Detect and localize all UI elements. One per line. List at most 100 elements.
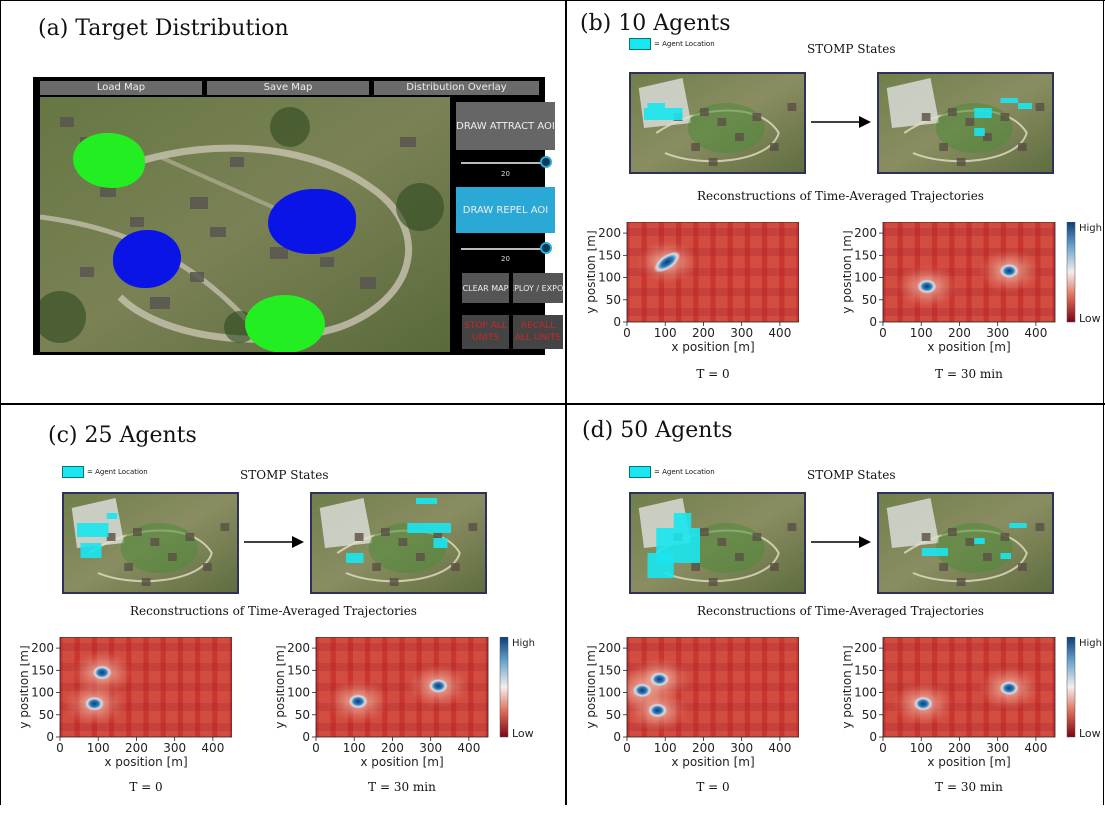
x-tick-label: 400 bbox=[768, 741, 791, 755]
x-tick-label: 300 bbox=[986, 741, 1009, 755]
x-tick-label: 400 bbox=[201, 741, 224, 755]
attract-aoi-region bbox=[245, 295, 325, 352]
stomp-states-title: STOMP States bbox=[807, 42, 896, 56]
x-axis-label: x position [m] bbox=[927, 755, 1010, 769]
x-tick-label: 300 bbox=[419, 741, 442, 755]
y-axis-label: y position [m] bbox=[276, 645, 287, 728]
x-tick-label: 300 bbox=[986, 326, 1009, 340]
time-label-t0: T = 0 bbox=[696, 367, 730, 381]
attract-slider-value: 20 bbox=[501, 170, 510, 178]
stomp-state-t0-image bbox=[629, 492, 806, 594]
colorbar bbox=[1066, 221, 1076, 323]
y-tick-label: 150 bbox=[31, 663, 54, 677]
frame-left bbox=[0, 0, 1, 805]
x-tick-label: 100 bbox=[654, 741, 677, 755]
colorbar-low-label: Low bbox=[1079, 727, 1101, 740]
hotspot-0 bbox=[632, 683, 652, 698]
y-axis-label: y position [m] bbox=[587, 230, 598, 313]
hotspot-0 bbox=[653, 251, 681, 273]
x-tick-label: 100 bbox=[654, 326, 677, 340]
y-axis-label: y position [m] bbox=[20, 645, 31, 728]
y-tick-label: 100 bbox=[598, 686, 621, 700]
reconstruction-title: Reconstructions of Time-Averaged Traject… bbox=[130, 604, 417, 618]
y-tick-label: 100 bbox=[598, 271, 621, 285]
transition-arrow bbox=[811, 534, 871, 550]
colorbar bbox=[499, 636, 509, 738]
clear-map-button[interactable]: CLEAR MAP bbox=[462, 273, 509, 303]
time-label-t30: T = 30 min bbox=[368, 780, 436, 794]
distribution-overlay-button[interactable]: Distribution Overlay bbox=[374, 81, 539, 95]
x-tick-label: 0 bbox=[312, 741, 320, 755]
y-tick-label: 100 bbox=[854, 271, 877, 285]
y-tick-label: 50 bbox=[862, 708, 877, 722]
frame-horizontal-divider bbox=[0, 403, 1105, 405]
x-tick-label: 300 bbox=[730, 741, 753, 755]
stomp-state-t0-image bbox=[62, 492, 239, 594]
agent-legend-label: = Agent Location bbox=[654, 40, 715, 48]
y-tick-label: 0 bbox=[869, 730, 877, 744]
frame-top bbox=[0, 0, 1105, 1]
aoi-app-window: Load Map Save Map Distribution Overlay bbox=[33, 77, 563, 355]
time-label-t0: T = 0 bbox=[129, 780, 163, 794]
hotspot-1 bbox=[84, 696, 104, 711]
x-tick-label: 200 bbox=[125, 741, 148, 755]
x-axis-label: x position [m] bbox=[671, 340, 754, 354]
y-tick-label: 200 bbox=[598, 641, 621, 655]
y-tick-label: 50 bbox=[39, 708, 54, 722]
stomp-state-t30-image bbox=[877, 492, 1054, 594]
y-tick-label: 150 bbox=[854, 663, 877, 677]
transition-arrow bbox=[244, 534, 304, 550]
x-tick-label: 400 bbox=[457, 741, 480, 755]
hotspot-1 bbox=[428, 678, 448, 693]
time-label-t30: T = 30 min bbox=[935, 367, 1003, 381]
attract-slider-track[interactable] bbox=[461, 162, 546, 164]
reconstruction-title: Reconstructions of Time-Averaged Traject… bbox=[697, 604, 984, 618]
y-axis-label: y position [m] bbox=[843, 645, 854, 728]
repel-slider-value: 20 bbox=[501, 255, 510, 263]
x-tick-label: 200 bbox=[692, 741, 715, 755]
y-tick-label: 0 bbox=[613, 315, 621, 329]
hotspot-1 bbox=[999, 263, 1019, 278]
agent-legend: = Agent Location bbox=[629, 38, 715, 50]
panel-a-title: (a) Target Distribution bbox=[38, 16, 289, 41]
agent-legend-swatch bbox=[62, 466, 84, 478]
load-map-button[interactable]: Load Map bbox=[40, 81, 202, 95]
draw-repel-aoi-button[interactable]: DRAW REPEL AOI bbox=[456, 187, 555, 233]
colorbar-high-label: High bbox=[512, 638, 535, 649]
draw-attract-aoi-button[interactable]: DRAW ATTRACT AOI bbox=[456, 102, 555, 150]
save-map-button[interactable]: Save Map bbox=[207, 81, 369, 95]
y-tick-label: 150 bbox=[287, 663, 310, 677]
x-tick-label: 0 bbox=[623, 741, 631, 755]
x-axis-label: x position [m] bbox=[104, 755, 187, 769]
x-tick-label: 100 bbox=[343, 741, 366, 755]
x-tick-label: 0 bbox=[56, 741, 64, 755]
repel-slider-track[interactable] bbox=[461, 248, 546, 250]
attract-slider-knob[interactable] bbox=[540, 156, 552, 168]
frame-vertical-divider bbox=[565, 0, 567, 805]
deploy-export-button[interactable]: DEPLOY / EXPORT bbox=[513, 273, 563, 303]
y-tick-label: 50 bbox=[606, 708, 621, 722]
x-axis-label: x position [m] bbox=[671, 755, 754, 769]
agent-legend: = Agent Location bbox=[62, 466, 148, 478]
stop-all-units-button[interactable]: STOP ALL UNITS bbox=[462, 315, 509, 349]
stomp-state-t30-image bbox=[310, 492, 487, 594]
satellite-map[interactable] bbox=[40, 97, 450, 352]
recall-all-units-button[interactable]: RECALL ALL UNITS bbox=[513, 315, 563, 349]
y-tick-label: 0 bbox=[46, 730, 54, 744]
colorbar-low-label: Low bbox=[1079, 312, 1101, 325]
reconstruction-title: Reconstructions of Time-Averaged Traject… bbox=[697, 189, 984, 203]
y-tick-label: 50 bbox=[295, 708, 310, 722]
colorbar-high-label: High bbox=[1079, 638, 1102, 649]
y-tick-label: 200 bbox=[598, 226, 621, 240]
repel-slider-knob[interactable] bbox=[540, 242, 552, 254]
y-tick-label: 0 bbox=[613, 730, 621, 744]
x-tick-label: 200 bbox=[381, 741, 404, 755]
stomp-states-title: STOMP States bbox=[807, 468, 896, 482]
agent-legend-swatch bbox=[629, 38, 651, 50]
